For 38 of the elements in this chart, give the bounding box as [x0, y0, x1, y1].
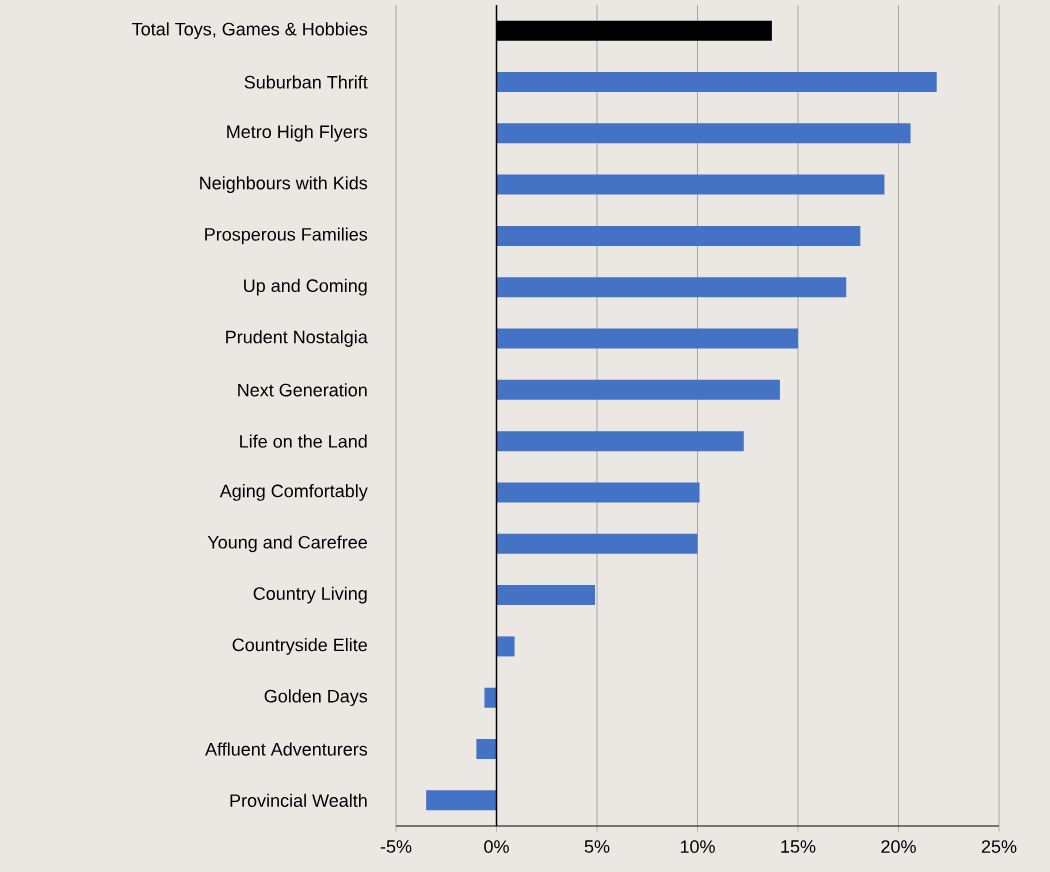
bar: [496, 585, 595, 606]
y-tick-label: Life on the Land: [240, 434, 367, 448]
bar: [496, 533, 698, 554]
bar: [496, 379, 780, 400]
y-tick-label: Total Toys, Games & Hobbies: [132, 22, 368, 40]
bar: [496, 636, 515, 657]
bar: [496, 174, 885, 195]
bar: [496, 225, 861, 246]
y-tick-label: Neighbours with Kids: [200, 176, 368, 193]
y-tick-label: Aging Comfortably: [219, 484, 368, 501]
y-tick-label: Prosperous Families: [205, 227, 368, 245]
y-tick-label: Golden Days: [264, 689, 368, 707]
bar: [476, 739, 497, 760]
y-tick-label: Up and Coming: [244, 278, 367, 296]
y-tick-label: Prudent Nostalgia: [226, 330, 368, 347]
y-tick-label: Metro High Flyers: [227, 124, 368, 142]
bar: [496, 482, 700, 503]
y-tick-label: Provincial Wealth: [230, 793, 367, 807]
y-tick-label: Next Generation: [238, 383, 367, 397]
y-tick-label: Suburban Thrift: [244, 75, 368, 89]
x-tick-label: -5%: [380, 840, 412, 853]
x-tick-label: 20%: [881, 840, 916, 853]
bar: [496, 71, 937, 92]
x-tick-label: 25%: [981, 840, 1017, 853]
y-tick-label: Young and Carefree: [207, 535, 367, 553]
y-tick-label: Countryside Elite: [232, 638, 367, 655]
bar: [496, 431, 744, 452]
bar: [484, 687, 497, 708]
bar: [426, 790, 497, 811]
y-tick-label: Country Living: [253, 586, 367, 604]
bar: [496, 123, 911, 144]
x-tick-label: 15%: [781, 840, 816, 853]
x-tick-label: 10%: [680, 840, 715, 853]
x-tick-label: 0%: [484, 840, 509, 853]
x-tick-label: 5%: [584, 840, 610, 853]
y-tick-label: Affluent Adventurers: [205, 742, 368, 756]
bar: [496, 277, 847, 298]
bar: [496, 328, 799, 349]
